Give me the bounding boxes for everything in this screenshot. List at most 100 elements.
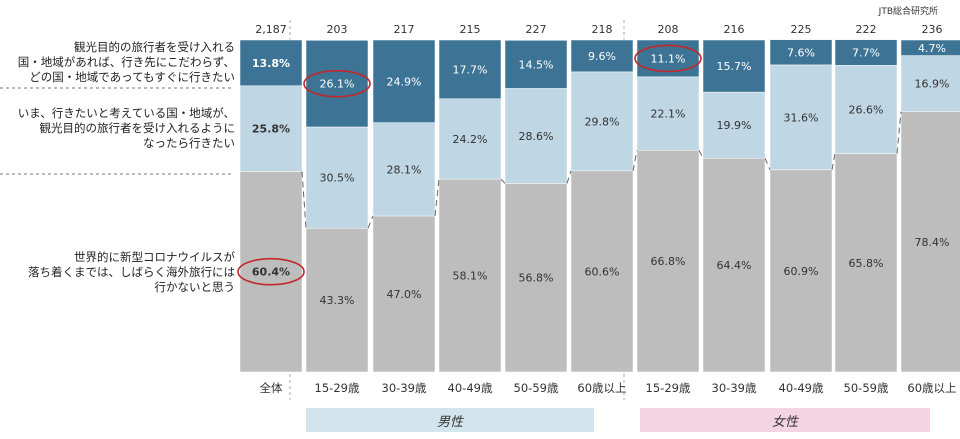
group-label-male: 男性 [436,414,463,430]
legend-label-immediate: 観光目的の旅行者を受け入れる 国・地域があれば、行き先にこだわらず、 どの国・地… [17,40,235,84]
category-label: 40-49歳 [448,381,493,395]
bar-segment-immediate [570,39,634,73]
data-label: 7.6% [787,46,815,59]
bar-segment-when-open [305,126,369,229]
data-label: 14.5% [519,58,554,71]
data-label: 26.6% [849,103,884,116]
connector-line [831,153,836,170]
data-label: 56.8% [519,272,554,285]
bar-segment-wait [834,153,898,373]
sample-count: 218 [592,23,613,36]
bar-segment-wait [372,215,436,373]
data-label: 11.1% [651,52,686,65]
data-label: 19.9% [717,119,752,132]
bar-segment-when-open [702,91,766,159]
bar-segment-wait [900,111,960,373]
category-label: 40-49歳 [779,381,824,395]
group-label-female: 女性 [771,414,798,430]
bar-segment-immediate [504,40,568,89]
data-label: 28.1% [387,163,422,176]
bar-segment-wait [570,170,634,373]
sample-count: 208 [658,23,679,36]
sample-count: 2,187 [255,23,287,36]
data-label: 13.8% [252,57,290,70]
bar-segment-immediate [900,39,960,56]
data-label: 28.6% [519,130,554,143]
connector-line [632,150,638,171]
category-label: 30-39歳 [712,381,757,395]
legend-label-wait: 世界的に新型コロナウイルスが 落ち着くまでは、しばらく海外旅行には 行かないと思… [28,250,235,294]
sample-count: 203 [327,23,348,36]
data-label: 31.6% [784,111,819,124]
data-label: 4.7% [918,42,946,55]
category-label: 30-39歳 [382,381,427,395]
connector-line [500,178,506,184]
sample-count: 236 [922,23,943,36]
sample-count: 215 [460,23,481,36]
connector-line [434,179,440,217]
highlight-circle [237,257,305,286]
bar-segment-immediate [702,39,766,93]
bar-segment-when-open [834,64,898,154]
connector-line [764,157,771,171]
data-label: 24.9% [387,75,422,88]
data-label: 64.4% [717,259,752,272]
data-label: 9.6% [588,50,616,63]
category-label: 60歳以上 [907,381,956,395]
category-label: 15-29歳 [315,381,360,395]
group-band-male: 男性 [306,408,594,432]
data-label: 60.4% [252,266,290,279]
bar-segment-wait [504,183,568,373]
data-label: 24.2% [453,133,488,146]
bar-segment-when-open [769,64,833,171]
data-label: 29.8% [585,115,620,128]
bar-segment-wait [702,157,766,373]
sample-count: 216 [724,23,745,36]
bar-segment-when-open [504,88,568,184]
connector-line [566,170,572,184]
bar-segment-wait [769,169,833,373]
data-label: 7.7% [852,46,880,59]
sample-count: 222 [856,23,877,36]
highlight-circle [303,69,371,98]
bar-segment-immediate [305,40,369,128]
data-label: 17.7% [453,63,488,76]
data-label: 66.8% [651,255,686,268]
bar-segment-when-open [372,122,436,217]
bar-segment-when-open [570,71,634,172]
bar-segment-wait [636,149,700,373]
bar-segment-when-open [636,76,700,151]
connector-line [367,215,374,229]
highlight-circle [634,44,702,73]
sample-count: 227 [526,23,547,36]
connector-line [301,171,307,229]
category-label: 60歳以上 [577,381,626,395]
bar-segment-when-open [239,85,303,172]
sample-count: 217 [394,23,415,36]
category-label: 50-59歳 [844,381,889,395]
bar-segment-wait [305,227,369,373]
bar-segment-immediate [438,39,502,100]
data-label: 16.9% [915,78,950,91]
data-label: 22.1% [651,108,686,121]
category-label: 50-59歳 [514,381,559,395]
data-label: 65.8% [849,257,884,270]
data-label: 60.9% [784,265,819,278]
connector-line [698,149,704,159]
bar-segment-wait [239,171,303,373]
bar-segment-immediate [769,39,833,66]
category-label: 15-29歳 [646,381,691,395]
data-label: 60.6% [585,265,620,278]
bar-segment-wait [438,178,502,373]
category-label: 全体 [260,381,283,395]
source-label: JTB総合研究所 [878,7,938,17]
data-label: 25.8% [252,123,290,136]
group-band-female: 女性 [640,408,930,432]
data-label: 30.5% [320,172,355,185]
data-label: 78.4% [915,236,950,249]
sample-count: 225 [791,23,812,36]
legend-label-when-open: いま、行きたいと考えている国・地域が、 観光目的の旅行者を受け入れるように なっ… [17,106,235,150]
data-label: 43.3% [320,294,355,307]
data-label: 47.0% [387,288,422,301]
